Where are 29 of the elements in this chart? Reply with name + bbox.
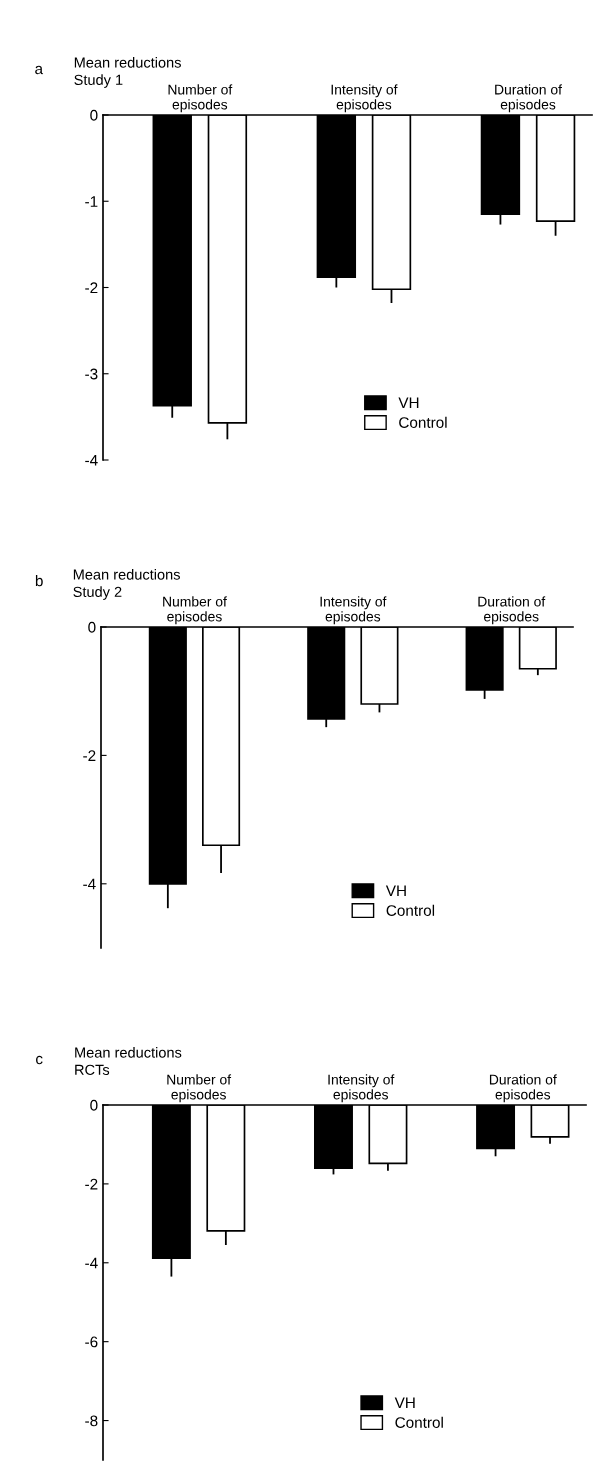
y-tick-label: -2 bbox=[85, 1178, 98, 1190]
x-tick-label: Duration of episodes bbox=[489, 1074, 557, 1103]
x-tick-label: Duration of episodes bbox=[495, 84, 562, 113]
y-tick-label: -2 bbox=[83, 750, 96, 761]
y-tick-label: -8 bbox=[85, 1415, 98, 1427]
y-tick-label: -3 bbox=[85, 368, 98, 380]
y-tick-label: -6 bbox=[85, 1336, 98, 1348]
y-tick-label: -4 bbox=[83, 878, 96, 890]
legend-label: Control bbox=[395, 1416, 443, 1428]
x-tick-label: Number of episodes bbox=[167, 1074, 232, 1103]
y-tick-label: -1 bbox=[85, 196, 98, 207]
text: b bbox=[35, 575, 43, 587]
y-tick-label: -4 bbox=[85, 1257, 98, 1269]
y-tick-label: 0 bbox=[90, 1099, 98, 1111]
y-tick-label: -2 bbox=[85, 282, 98, 294]
x-tick-label: Intensity of episodes bbox=[320, 596, 387, 625]
x-tick-label: Intensity of episodes bbox=[331, 84, 398, 113]
legend-label: Control bbox=[399, 416, 447, 428]
y-tick-label: 0 bbox=[90, 109, 98, 121]
legend-label: Control bbox=[386, 904, 435, 916]
x-tick-label: Duration of episodes bbox=[478, 596, 546, 625]
legend-label: VH bbox=[385, 885, 406, 896]
y-tick-label: -4 bbox=[85, 455, 98, 466]
text: c bbox=[36, 1055, 43, 1065]
y-tick-label: 0 bbox=[88, 621, 96, 633]
legend-label: VH bbox=[398, 397, 419, 408]
x-tick-label: Intensity of episodes bbox=[328, 1074, 395, 1103]
legend-label: VH bbox=[394, 1397, 415, 1408]
text: a bbox=[35, 65, 44, 75]
